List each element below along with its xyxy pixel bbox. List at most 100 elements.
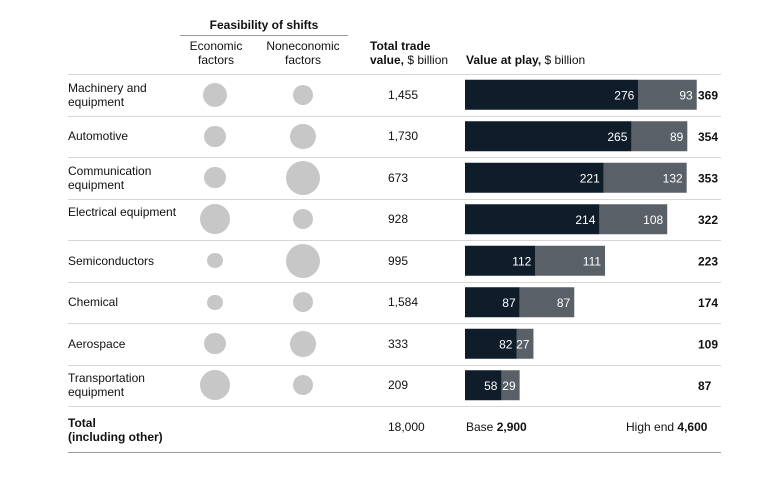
trade-value-header: Total trade value, $ billion <box>370 39 460 67</box>
high-end-label: High end <box>626 420 675 434</box>
economic-feasibility-circle <box>207 294 223 310</box>
row-separator <box>68 364 721 366</box>
trade-header-rest: value, <box>370 53 405 67</box>
economic-feasibility-circle <box>200 204 230 235</box>
trade-header-unit: $ billion <box>404 53 449 67</box>
bar-segment-secondary <box>631 121 688 152</box>
noneconomic-feasibility-circle <box>290 123 316 149</box>
noneconomic-feasibility-circle <box>290 331 316 357</box>
bar-segment-secondary <box>501 370 520 401</box>
trade-value: 1,455 <box>388 87 419 102</box>
economic-feasibility-circle <box>200 370 230 401</box>
economic-feasibility-circle <box>204 125 226 147</box>
row-separator <box>68 323 721 324</box>
category-label: Automotive <box>68 129 129 144</box>
bar-segment-secondary <box>535 245 606 276</box>
bar-segment-label: 58 <box>484 379 498 393</box>
bar-segment-label: 265 <box>607 130 627 144</box>
row-separator <box>68 157 721 158</box>
row-separator <box>68 115 721 117</box>
category-label: Chemical <box>68 295 119 310</box>
base-total: Base 2,900 <box>466 420 527 434</box>
category-label: Transportation equipment <box>68 371 145 400</box>
bar-total-label: 174 <box>698 296 718 310</box>
bar-segment-label: 29 <box>502 379 516 393</box>
total-bottom-rule <box>68 452 721 453</box>
noneconomic-feasibility-circle <box>286 243 320 278</box>
total-trade-value: 18,000 <box>388 420 425 434</box>
economic-factors-header: Economic factors <box>189 39 243 67</box>
trade-value: 673 <box>388 170 409 185</box>
row-separator <box>68 281 721 283</box>
bar-segment-primary <box>465 204 600 235</box>
category-label: Electrical equipment <box>68 205 177 220</box>
high-end-total: High end 4,600 <box>626 420 707 434</box>
row-separator <box>68 198 721 200</box>
bar-segment-primary <box>465 328 517 359</box>
value-header-unit: $ billion <box>541 53 586 67</box>
noneconomic-feasibility-circle <box>292 209 314 230</box>
noneconomic-factors-header: Noneconomic factors <box>266 39 340 67</box>
noneconomic-feasibility-circle <box>292 292 314 313</box>
bar-segment-label: 112 <box>512 254 531 268</box>
bar-segment-label: 87 <box>557 296 571 310</box>
noneconomic-feasibility-circle <box>286 160 320 195</box>
value-at-play-header: Value at play, $ billion <box>466 53 666 67</box>
bar-total-label: 353 <box>698 171 718 185</box>
total-label-line1: Total <box>68 416 96 430</box>
trade-value: 1,730 <box>388 129 419 144</box>
bar-segment-primary <box>465 287 520 318</box>
trade-value: 928 <box>388 212 409 227</box>
high-end-value: 4,600 <box>677 420 708 434</box>
total-label-line2: (including other) <box>68 430 163 444</box>
bar-segment-label: 276 <box>614 88 634 102</box>
bar-segment-secondary <box>599 204 668 235</box>
row-separator <box>68 240 721 241</box>
economic-feasibility-circle <box>207 253 223 269</box>
bar-total-label: 109 <box>698 337 718 351</box>
bar-segment-label: 132 <box>663 171 683 185</box>
noneconomic-feasibility-circle <box>292 84 314 105</box>
bar-segment-primary <box>465 245 536 276</box>
category-label: Aerospace <box>68 336 126 351</box>
bar-segment-label: 111 <box>583 254 602 268</box>
row-separator <box>68 74 721 75</box>
category-label: Semiconductors <box>68 253 155 268</box>
bar-segment-secondary <box>519 287 575 318</box>
bar-total-label: 87 <box>698 379 712 393</box>
bar-segment-secondary <box>638 79 697 110</box>
bar-total-label: 354 <box>698 130 718 144</box>
bar-segment-label: 82 <box>499 337 513 351</box>
bar-segment-label: 27 <box>516 337 530 351</box>
trade-value: 333 <box>388 336 409 351</box>
bar-segment-label: 108 <box>643 213 663 227</box>
economic-feasibility-circle <box>204 333 226 355</box>
row-separator <box>68 406 721 407</box>
bar-segment-primary <box>465 121 632 152</box>
feasibility-divider <box>180 35 348 36</box>
category-label: Machinery and equipment <box>68 80 147 109</box>
economic-feasibility-circle <box>202 82 228 107</box>
base-value: 2,900 <box>496 420 527 434</box>
bar-segment-secondary <box>516 328 534 359</box>
category-label: Communication equipment <box>68 163 152 192</box>
bar-segment-label: 87 <box>502 296 516 310</box>
bar-segment-secondary <box>603 162 687 193</box>
bar-total-label: 369 <box>698 88 718 102</box>
total-label: Total (including other) <box>68 416 178 444</box>
trade-value: 209 <box>388 378 409 393</box>
trade-header-bold: Total trade <box>370 39 431 53</box>
bar-segment-label: 93 <box>679 88 693 102</box>
bar-segment-label: 221 <box>580 171 600 185</box>
trade-value: 1,584 <box>388 295 419 310</box>
bar-total-label: 322 <box>698 213 718 227</box>
value-header-bold: Value at play, <box>466 53 542 67</box>
bar-segment-label: 214 <box>575 213 595 227</box>
bar-total-label: 223 <box>698 254 718 268</box>
feasibility-title: Feasibility of shifts <box>209 18 319 32</box>
bar-segment-primary <box>465 370 502 401</box>
noneconomic-feasibility-circle <box>292 375 314 396</box>
trade-value: 995 <box>388 253 409 268</box>
bar-segment-primary <box>465 162 604 193</box>
